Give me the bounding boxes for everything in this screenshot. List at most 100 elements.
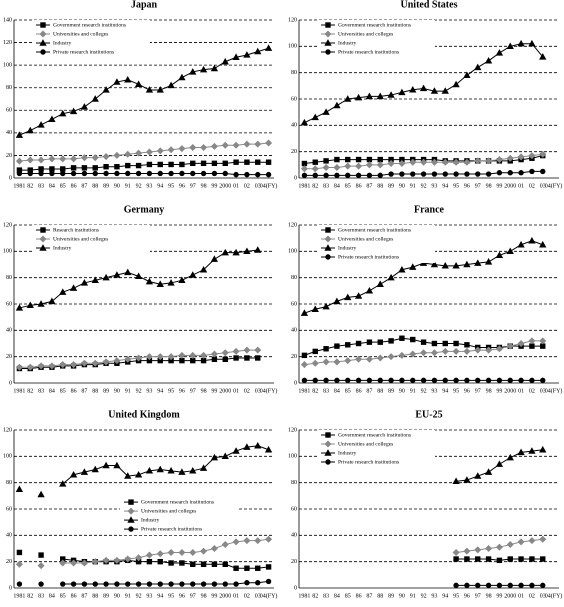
marker [38, 552, 44, 558]
x-tick-label: 90 [114, 183, 120, 189]
marker [92, 581, 98, 587]
x-tick-label: 02 [529, 388, 535, 394]
legend-label: Industry [141, 517, 160, 523]
legend-label: Universities and colleges [53, 236, 108, 242]
marker [312, 348, 318, 355]
marker [114, 170, 120, 177]
marker [81, 165, 88, 171]
x-tick-label: 1981 [298, 593, 310, 599]
marker [15, 560, 23, 568]
marker [199, 65, 208, 73]
marker [70, 170, 77, 177]
x-tick-label: 98 [486, 593, 492, 599]
marker [409, 263, 417, 270]
marker [506, 541, 514, 549]
marker [69, 470, 78, 478]
marker [453, 171, 459, 177]
marker [255, 159, 261, 165]
marker [39, 30, 47, 38]
x-tick-label: 04(FY) [260, 387, 278, 394]
marker [59, 480, 67, 487]
legend-label: Industry [338, 450, 357, 456]
marker [167, 548, 175, 556]
marker [179, 560, 185, 566]
marker [178, 351, 186, 359]
marker [265, 564, 272, 570]
marker [409, 85, 417, 93]
marker [420, 171, 427, 177]
x-tick-label: 99 [496, 183, 502, 189]
x-tick-label: 86 [356, 388, 362, 394]
x-tick-label: 85 [345, 388, 351, 394]
marker [539, 535, 547, 543]
marker [377, 377, 383, 384]
marker [128, 526, 134, 532]
marker [333, 163, 341, 171]
marker [125, 162, 131, 169]
x-tick-label: 04(FY) [545, 387, 563, 394]
y-tick-label: 120 [288, 17, 297, 23]
legend-label: Government research institutions [53, 22, 126, 28]
marker [255, 580, 261, 586]
marker [366, 156, 373, 163]
marker [301, 352, 308, 359]
x-tick-label: 83 [38, 183, 44, 189]
marker [190, 581, 196, 587]
marker [145, 277, 154, 285]
marker [441, 261, 449, 269]
x-tick-label: 89 [388, 183, 394, 189]
x-tick-label: 86 [356, 183, 362, 189]
marker [442, 340, 448, 347]
x-tick-label: 92 [421, 593, 427, 599]
marker [26, 156, 34, 164]
y-tick-label: 20 [291, 149, 297, 155]
marker [102, 273, 110, 281]
x-tick-label: 99 [496, 388, 502, 394]
y-tick-label: 60 [6, 108, 12, 114]
marker [301, 377, 308, 384]
marker [366, 339, 373, 345]
legend-label: Private research institutions [338, 254, 399, 260]
legend-label: Universities and colleges [338, 441, 393, 447]
x-tick-label: 87 [366, 183, 372, 189]
marker [441, 87, 449, 94]
marker [311, 113, 319, 121]
marker [496, 582, 503, 589]
marker [145, 86, 154, 93]
marker [233, 581, 239, 587]
marker [517, 339, 525, 348]
marker [409, 158, 417, 166]
x-tick-label: 90 [114, 593, 120, 599]
x-tick-label: 88 [92, 388, 98, 394]
marker [322, 358, 330, 366]
marker [410, 336, 416, 343]
marker [48, 115, 56, 123]
marker [265, 139, 273, 147]
legend-label: Universities and colleges [338, 236, 393, 242]
marker [243, 51, 251, 58]
legend-label: Industry [53, 245, 72, 251]
marker [334, 156, 340, 163]
marker [539, 150, 547, 158]
chart-title: EU-25 [415, 409, 442, 420]
marker [146, 161, 153, 168]
marker [540, 343, 546, 349]
marker [102, 358, 110, 366]
marker [474, 63, 482, 71]
marker [39, 244, 47, 251]
x-tick-label: 91 [125, 593, 131, 599]
marker [103, 164, 109, 170]
marker [452, 158, 460, 166]
marker [322, 163, 330, 171]
marker [179, 357, 185, 364]
x-tick-label: 02 [529, 593, 535, 599]
x-tick-label: 95 [168, 388, 174, 394]
marker [15, 131, 24, 138]
y-tick-label: 60 [291, 96, 297, 102]
marker [210, 350, 218, 358]
x-tick-label: 2000 [219, 183, 231, 189]
x-tick-label: 92 [136, 388, 142, 394]
legend-box [32, 20, 150, 58]
marker [167, 279, 175, 286]
marker [355, 340, 362, 347]
